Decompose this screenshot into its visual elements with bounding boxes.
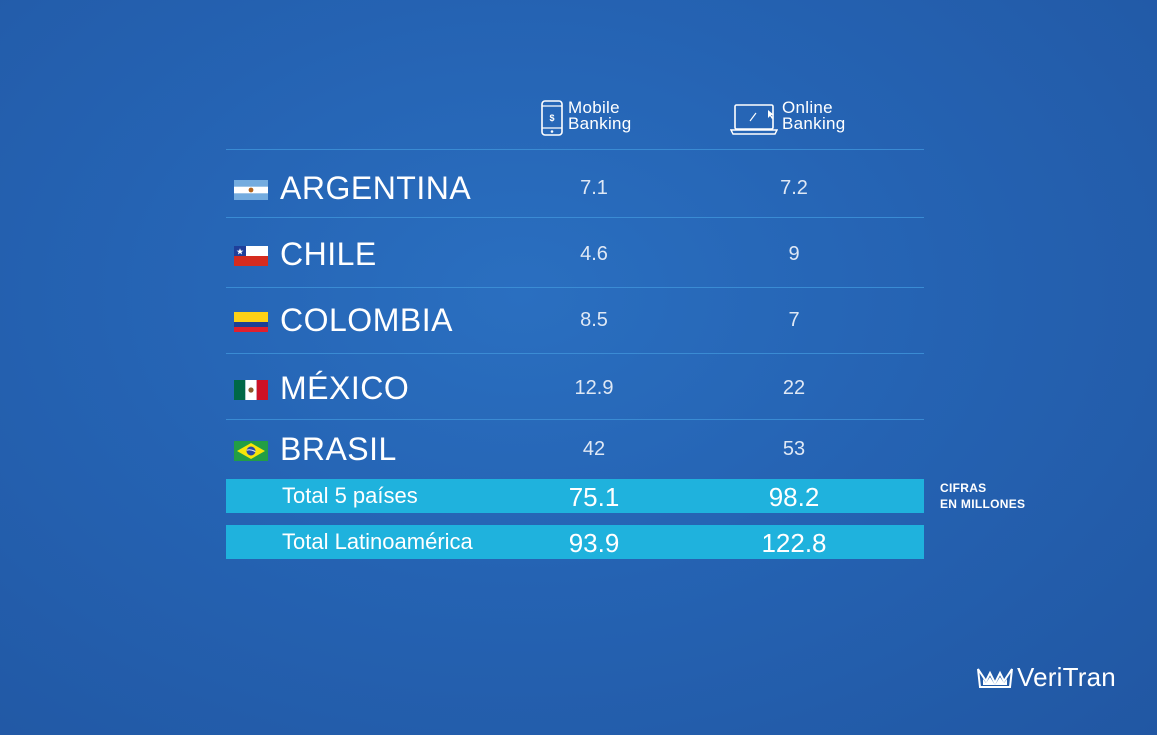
mexico-flag-icon <box>234 380 268 400</box>
argentina-flag-icon <box>234 180 268 200</box>
table-row: MÉXICO 12.9 22 <box>226 368 924 408</box>
online-header-line1: Online <box>782 98 833 117</box>
svg-text:$: $ <box>549 113 554 123</box>
table-row: CHILE 4.6 9 <box>226 234 924 274</box>
online-value: 7.2 <box>780 177 808 199</box>
mobile-banking-header: $ Mobile Banking <box>540 98 632 136</box>
note-line2: EN MILLONES <box>940 497 1026 511</box>
colombia-flag-icon <box>234 312 268 332</box>
mobile-header-line2: Banking <box>568 114 632 133</box>
country-name: BRASIL <box>280 431 397 467</box>
crown-logo-icon <box>977 667 1013 688</box>
country-name: COLOMBIA <box>280 302 453 338</box>
total-mobile-value: 75.1 <box>568 482 620 512</box>
total-row-latam: Total Latinoamérica 93.9 122.8 <box>226 525 924 559</box>
mobile-value: 4.6 <box>580 243 608 265</box>
total-mobile-value: 93.9 <box>568 528 620 558</box>
divider <box>226 287 924 288</box>
total-online-value: 122.8 <box>761 528 827 558</box>
table-row: COLOMBIA 8.5 7 <box>226 300 924 340</box>
divider <box>226 217 924 218</box>
divider <box>226 419 924 420</box>
online-banking-header: Online Banking <box>730 98 846 136</box>
divider <box>226 353 924 354</box>
mobile-header-line1: Mobile <box>568 98 620 117</box>
total-label: Total Latinoamérica <box>282 529 473 554</box>
divider <box>226 149 924 150</box>
online-value: 53 <box>782 438 806 460</box>
table-row: BRASIL 42 53 <box>226 429 924 469</box>
total-label: Total 5 países <box>282 483 418 508</box>
mobile-value: 42 <box>582 438 606 460</box>
brazil-flag-icon <box>234 441 268 461</box>
veritran-logo: VeriTran <box>977 662 1116 693</box>
country-name: CHILE <box>280 236 377 272</box>
mobile-value: 7.1 <box>580 177 608 199</box>
table-row: ARGENTINA 7.1 7.2 <box>226 168 924 208</box>
mobile-value: 12.9 <box>574 377 614 399</box>
units-note: CIFRAS EN MILLONES <box>940 480 1025 512</box>
laptop-icon <box>730 104 778 135</box>
online-header-line2: Banking <box>782 114 846 133</box>
logo-text: VeriTran <box>1017 662 1116 692</box>
mobile-value: 8.5 <box>580 309 608 331</box>
online-value: 22 <box>782 377 806 399</box>
country-name: MÉXICO <box>280 370 410 406</box>
online-value: 7 <box>788 309 800 331</box>
smartphone-icon: $ <box>541 100 563 136</box>
note-line1: CIFRAS <box>940 481 987 495</box>
online-value: 9 <box>788 243 800 265</box>
country-name: ARGENTINA <box>280 170 472 206</box>
total-online-value: 98.2 <box>768 482 820 512</box>
chile-flag-icon <box>234 246 268 266</box>
total-row-5-countries: Total 5 países 75.1 98.2 <box>226 479 924 513</box>
